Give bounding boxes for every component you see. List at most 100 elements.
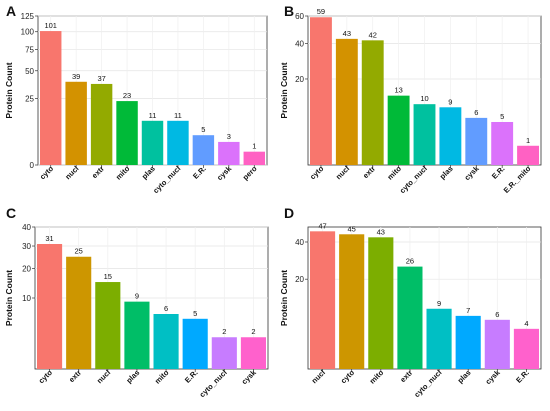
x-tick-label: cysk xyxy=(240,367,259,386)
x-tick-label: cyto_nucl xyxy=(412,368,443,399)
data-label: 7 xyxy=(466,306,470,315)
x-tick-label: extr xyxy=(361,164,377,180)
data-label: 45 xyxy=(348,224,356,233)
bar-cyto xyxy=(339,234,365,369)
bar-chart-a: 0255075100125101cyto39nucl37extr23mito11… xyxy=(4,12,268,195)
data-label: 6 xyxy=(474,108,478,117)
x-tick-label: nucl xyxy=(310,368,327,385)
bar-cyto_nucl xyxy=(426,308,452,369)
panel-letter-d: D xyxy=(284,205,295,221)
x-tick-label: E.R. xyxy=(490,164,507,181)
data-label: 2 xyxy=(251,327,255,336)
chart-panel-d: D 20 40 47 nucl 45 cyto 43 mito 26 extr 9 cyto_nucl… xyxy=(275,203,550,406)
data-label: 9 xyxy=(437,299,441,308)
y-tick-label: 75 xyxy=(25,46,34,55)
bar-cyto_nucl xyxy=(211,337,237,369)
bar-nucl xyxy=(310,231,336,369)
x-tick-label: pero xyxy=(241,164,259,182)
data-label: 25 xyxy=(75,247,83,256)
bar-cysk xyxy=(484,319,510,369)
data-label: 31 xyxy=(45,234,53,243)
data-label: 9 xyxy=(448,97,452,106)
panel-letter-b: B xyxy=(284,3,295,19)
y-tick-label: 10 xyxy=(22,294,31,303)
bar-extr xyxy=(397,266,423,369)
bar-E.R._mito xyxy=(517,145,539,165)
x-tick-label: extr xyxy=(398,368,414,384)
chart-panel-b: B 20 40 60 59 cyto 43 nucl 42 extr 13 mito 10 cyto_n… xyxy=(275,0,550,203)
x-tick-label: mito xyxy=(368,368,386,386)
bar-E.R. xyxy=(513,328,539,369)
data-label: 4 xyxy=(524,319,528,328)
bar-cyto xyxy=(37,243,63,369)
data-label: 6 xyxy=(164,304,168,313)
x-tick-label: E.R. xyxy=(191,164,208,181)
x-tick-label: cyto xyxy=(38,164,56,182)
y-tick-label: 125 xyxy=(21,12,35,21)
x-tick-label: plas xyxy=(456,368,473,385)
data-label: 39 xyxy=(72,72,80,81)
data-label: 59 xyxy=(317,7,325,16)
bar-nucl xyxy=(95,282,121,369)
bar-chart-c: 10 20 30 40 31 cyto 25 extr 15 nucl 9 plas 6 mito 5 E.R… xyxy=(4,223,269,399)
data-label: 5 xyxy=(500,112,504,121)
bar-plas xyxy=(455,315,481,369)
panel-letter-a: A xyxy=(6,3,17,19)
x-tick-label: mito xyxy=(385,164,403,182)
panel-letter-c: C xyxy=(6,205,17,221)
bar-cyto xyxy=(40,31,62,165)
y-axis-title: Protein Count xyxy=(279,270,289,326)
x-tick-label: cysk xyxy=(484,367,503,386)
x-tick-label: cyto_nucl xyxy=(198,368,229,399)
y-tick-label: 40 xyxy=(22,223,31,232)
bar-mito xyxy=(387,95,410,165)
y-tick-label: 50 xyxy=(25,67,34,76)
data-label: 43 xyxy=(377,227,385,236)
data-label: 1 xyxy=(252,142,256,151)
x-tick-label: plas xyxy=(438,164,455,181)
bar-mito xyxy=(116,101,138,165)
y-tick-label: 40 xyxy=(295,39,304,48)
data-label: 11 xyxy=(149,111,157,120)
data-label: 9 xyxy=(135,292,139,301)
x-tick-label: plas xyxy=(140,164,157,181)
x-tick-label: nucl xyxy=(95,368,112,385)
y-tick-label: 60 xyxy=(295,12,304,21)
bar-cyto xyxy=(310,17,332,165)
x-tick-label: extr xyxy=(67,368,83,384)
y-tick-label: 20 xyxy=(295,275,304,284)
data-label: 37 xyxy=(97,74,105,83)
bar-cyto_nucl xyxy=(413,104,436,165)
y-tick-label: 20 xyxy=(295,75,304,84)
bar-pero xyxy=(243,151,265,165)
x-tick-label: E.R. xyxy=(514,368,531,385)
bar-cysk xyxy=(240,337,266,369)
data-label: 15 xyxy=(104,272,112,281)
chart-panel-a: A 0 25 50 75 100 125 101 cyto 39 nucl 37 extr 23 mito… xyxy=(0,0,275,203)
bar-chart-d: 20 40 47 nucl 45 cyto 43 mito 26 extr 9 cyto_nucl 7 p… xyxy=(279,221,542,399)
y-tick-label: 0 xyxy=(30,161,35,170)
bar-E.R. xyxy=(182,318,208,369)
bar-cysk xyxy=(218,141,240,165)
data-label: 43 xyxy=(343,29,351,38)
data-label: 42 xyxy=(369,30,377,39)
x-tick-label: cysk xyxy=(463,163,482,182)
bar-extr xyxy=(90,83,113,165)
y-axis-title: Protein Count xyxy=(4,270,14,326)
y-axis-title: Protein Count xyxy=(4,62,14,118)
x-tick-label: E.R. xyxy=(183,368,200,385)
data-label: 23 xyxy=(123,91,131,100)
y-tick-label: 25 xyxy=(25,94,34,103)
x-tick-label: cyto xyxy=(339,368,357,386)
x-tick-label: cyto xyxy=(308,164,326,182)
data-label: 26 xyxy=(406,257,414,266)
x-tick-label: cyto xyxy=(37,368,55,386)
data-label: 2 xyxy=(222,327,226,336)
bar-cyto_nucl xyxy=(167,120,189,165)
data-label: 10 xyxy=(420,94,428,103)
bar-extr xyxy=(361,40,384,165)
y-tick-label: 30 xyxy=(22,242,31,251)
bar-cysk xyxy=(465,117,488,165)
x-tick-label: nucl xyxy=(63,164,80,181)
x-tick-label: plas xyxy=(124,368,141,385)
